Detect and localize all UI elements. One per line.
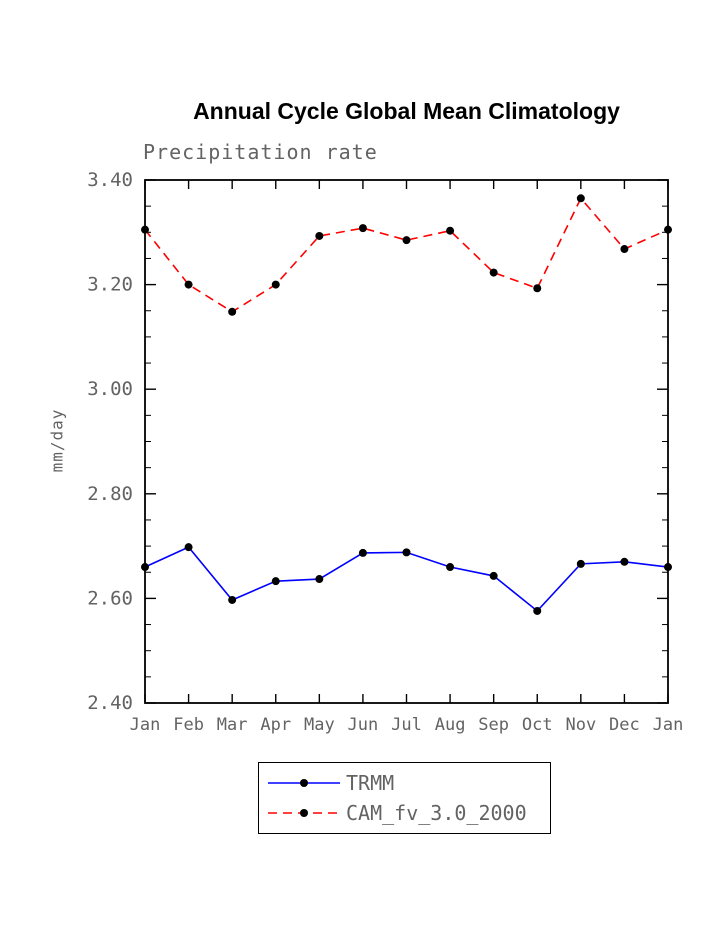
data-point-cam-fv-3-0-2000 xyxy=(489,268,498,277)
y-tick-label: 3.20 xyxy=(87,274,133,296)
x-tick-label: Mar xyxy=(217,715,248,735)
x-tick-label: Jan xyxy=(653,715,684,735)
legend-marker xyxy=(300,809,308,817)
data-point-cam-fv-3-0-2000 xyxy=(315,231,324,240)
data-point-trmm xyxy=(533,606,542,615)
plot-area: 2.40 2.60 2.80 3.00 3.20 3.40 Jan Feb Mar Apr May J… xyxy=(87,169,684,735)
legend-item-trmm: TRMM xyxy=(267,770,542,796)
chart-subtitle: Precipitation rate xyxy=(143,140,378,164)
data-point-trmm xyxy=(489,571,498,580)
chart-title: Annual Cycle Global Mean Climatology xyxy=(193,98,620,124)
data-point-trmm xyxy=(228,595,237,604)
y-tick-label: 3.00 xyxy=(87,378,133,400)
data-point-cam-fv-3-0-2000 xyxy=(271,280,280,289)
data-point-cam-fv-3-0-2000 xyxy=(141,225,149,234)
data-point-trmm xyxy=(358,548,367,557)
data-point-trmm xyxy=(576,559,585,568)
legend-label-cam: CAM_fv_3.0_2000 xyxy=(346,801,527,825)
data-point-trmm xyxy=(141,563,149,572)
x-tick-label: Sep xyxy=(478,715,509,735)
x-tick-label: Jan xyxy=(130,715,161,735)
data-point-cam-fv-3-0-2000 xyxy=(620,245,629,254)
legend: TRMM CAM_fv_3.0_2000 xyxy=(258,762,551,834)
x-tick-label: Oct xyxy=(522,715,553,735)
trmm-line-sample xyxy=(268,779,340,787)
x-tick-label: Aug xyxy=(435,715,466,735)
data-point-cam-fv-3-0-2000 xyxy=(533,284,542,293)
data-point-cam-fv-3-0-2000 xyxy=(664,225,672,234)
x-tick-label: Jun xyxy=(348,715,379,735)
data-point-cam-fv-3-0-2000 xyxy=(228,307,237,316)
plot-frame xyxy=(144,179,669,704)
y-tick-label: 2.80 xyxy=(87,483,133,505)
data-point-trmm xyxy=(620,557,629,566)
x-tick-label: Jul xyxy=(391,715,422,735)
legend-label-trmm: TRMM xyxy=(346,771,395,795)
cam-line-sample xyxy=(268,809,340,817)
x-tick-label: Dec xyxy=(609,715,640,735)
y-tick-label: 2.40 xyxy=(87,692,133,714)
data-point-cam-fv-3-0-2000 xyxy=(358,224,367,233)
data-point-trmm xyxy=(664,563,672,572)
data-point-cam-fv-3-0-2000 xyxy=(446,226,455,235)
legend-item-cam: CAM_fv_3.0_2000 xyxy=(267,800,542,826)
y-tick-label: 3.40 xyxy=(87,169,133,191)
x-tick-label: Apr xyxy=(260,715,291,735)
data-point-cam-fv-3-0-2000 xyxy=(402,236,411,245)
y-tick-label: 2.60 xyxy=(87,587,133,609)
data-point-trmm xyxy=(402,548,411,557)
x-tick-label: May xyxy=(304,715,335,735)
data-point-cam-fv-3-0-2000 xyxy=(184,280,193,289)
series-line-trmm xyxy=(144,546,669,613)
legend-marker xyxy=(300,779,308,787)
data-point-trmm xyxy=(271,577,280,586)
data-point-trmm xyxy=(446,563,455,572)
x-tick-label: Feb xyxy=(173,715,204,735)
data-point-cam-fv-3-0-2000 xyxy=(576,194,585,203)
series-line-cam-fv-3-0-2000 xyxy=(144,196,669,313)
data-point-trmm xyxy=(184,543,193,552)
data-point-trmm xyxy=(315,575,324,584)
x-tick-label: Nov xyxy=(565,715,596,735)
